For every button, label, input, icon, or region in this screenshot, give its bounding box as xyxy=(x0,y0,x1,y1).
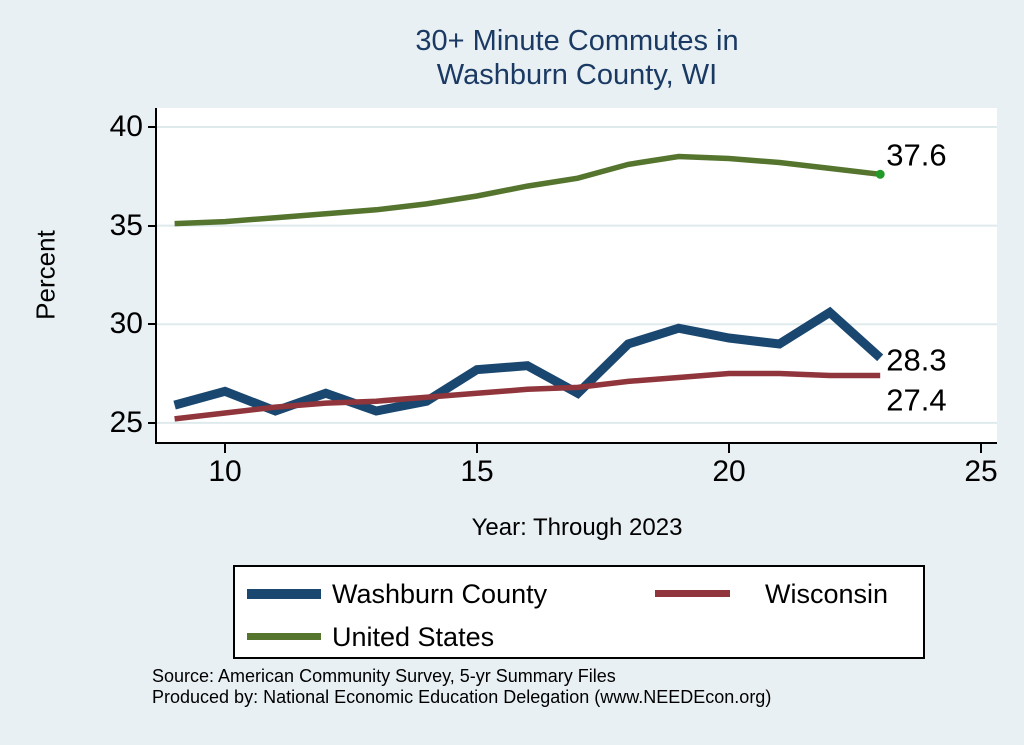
x-tick-10 xyxy=(224,444,226,453)
end-value-label-37.6: 37.6 xyxy=(886,137,946,172)
y-tick-30 xyxy=(148,323,157,325)
line-wisconsin xyxy=(174,370,881,422)
x-tick-25 xyxy=(980,444,982,453)
legend-label-washburn-county: Washburn County xyxy=(332,579,548,609)
x-tick-15 xyxy=(476,444,478,453)
x-tick-20 xyxy=(728,444,730,453)
y-tick-25 xyxy=(148,422,157,424)
legend: Washburn County Wisconsin United States xyxy=(233,565,925,659)
x-axis-line xyxy=(155,442,997,444)
source-block: Source: American Community Survey, 5-yr … xyxy=(152,666,771,708)
line-united-states xyxy=(174,153,881,227)
x-axis-title: Year: Through 2023 xyxy=(471,514,683,541)
source-line: Source: American Community Survey, 5-yr … xyxy=(152,666,616,686)
line-washburn-county xyxy=(173,306,884,416)
y-tick-label-30: 30 xyxy=(109,307,143,340)
chart-title: 30+ Minute Commutes in Washburn County, … xyxy=(157,24,997,92)
y-tick-label-40: 40 xyxy=(109,110,143,143)
x-tick-label-25: 25 xyxy=(964,455,998,488)
y-tick-label-35: 35 xyxy=(109,209,143,242)
line-chart: 37.6 28.3 27.4 xyxy=(157,125,997,424)
legend-swatch-wisconsin xyxy=(655,590,730,597)
x-tick-label-20: 20 xyxy=(712,455,746,488)
us-end-marker-dot xyxy=(875,169,885,179)
y-tick-35 xyxy=(148,225,157,227)
x-tick-label-10: 10 xyxy=(208,455,242,488)
legend-label-united-states: United States xyxy=(332,622,495,652)
y-axis-line xyxy=(155,108,157,443)
chart-title-line2: Washburn County, WI xyxy=(436,59,718,91)
y-tick-label-25: 25 xyxy=(109,406,143,439)
y-axis-title: Percent xyxy=(30,230,61,320)
plot-area: 37.6 28.3 27.4 xyxy=(157,108,997,442)
y-tick-40 xyxy=(148,126,157,128)
chart-title-line1: 30+ Minute Commutes in xyxy=(415,25,739,57)
produced-by-line: Produced by: National Economic Education… xyxy=(152,687,772,707)
legend-label-wisconsin: Wisconsin xyxy=(765,579,889,609)
x-tick-label-15: 15 xyxy=(460,455,494,488)
end-value-label-27.4: 27.4 xyxy=(886,382,946,417)
end-value-label-28.3: 28.3 xyxy=(886,342,946,377)
legend-swatch-washburn-county xyxy=(247,589,321,599)
legend-swatch-united-states xyxy=(247,633,321,640)
